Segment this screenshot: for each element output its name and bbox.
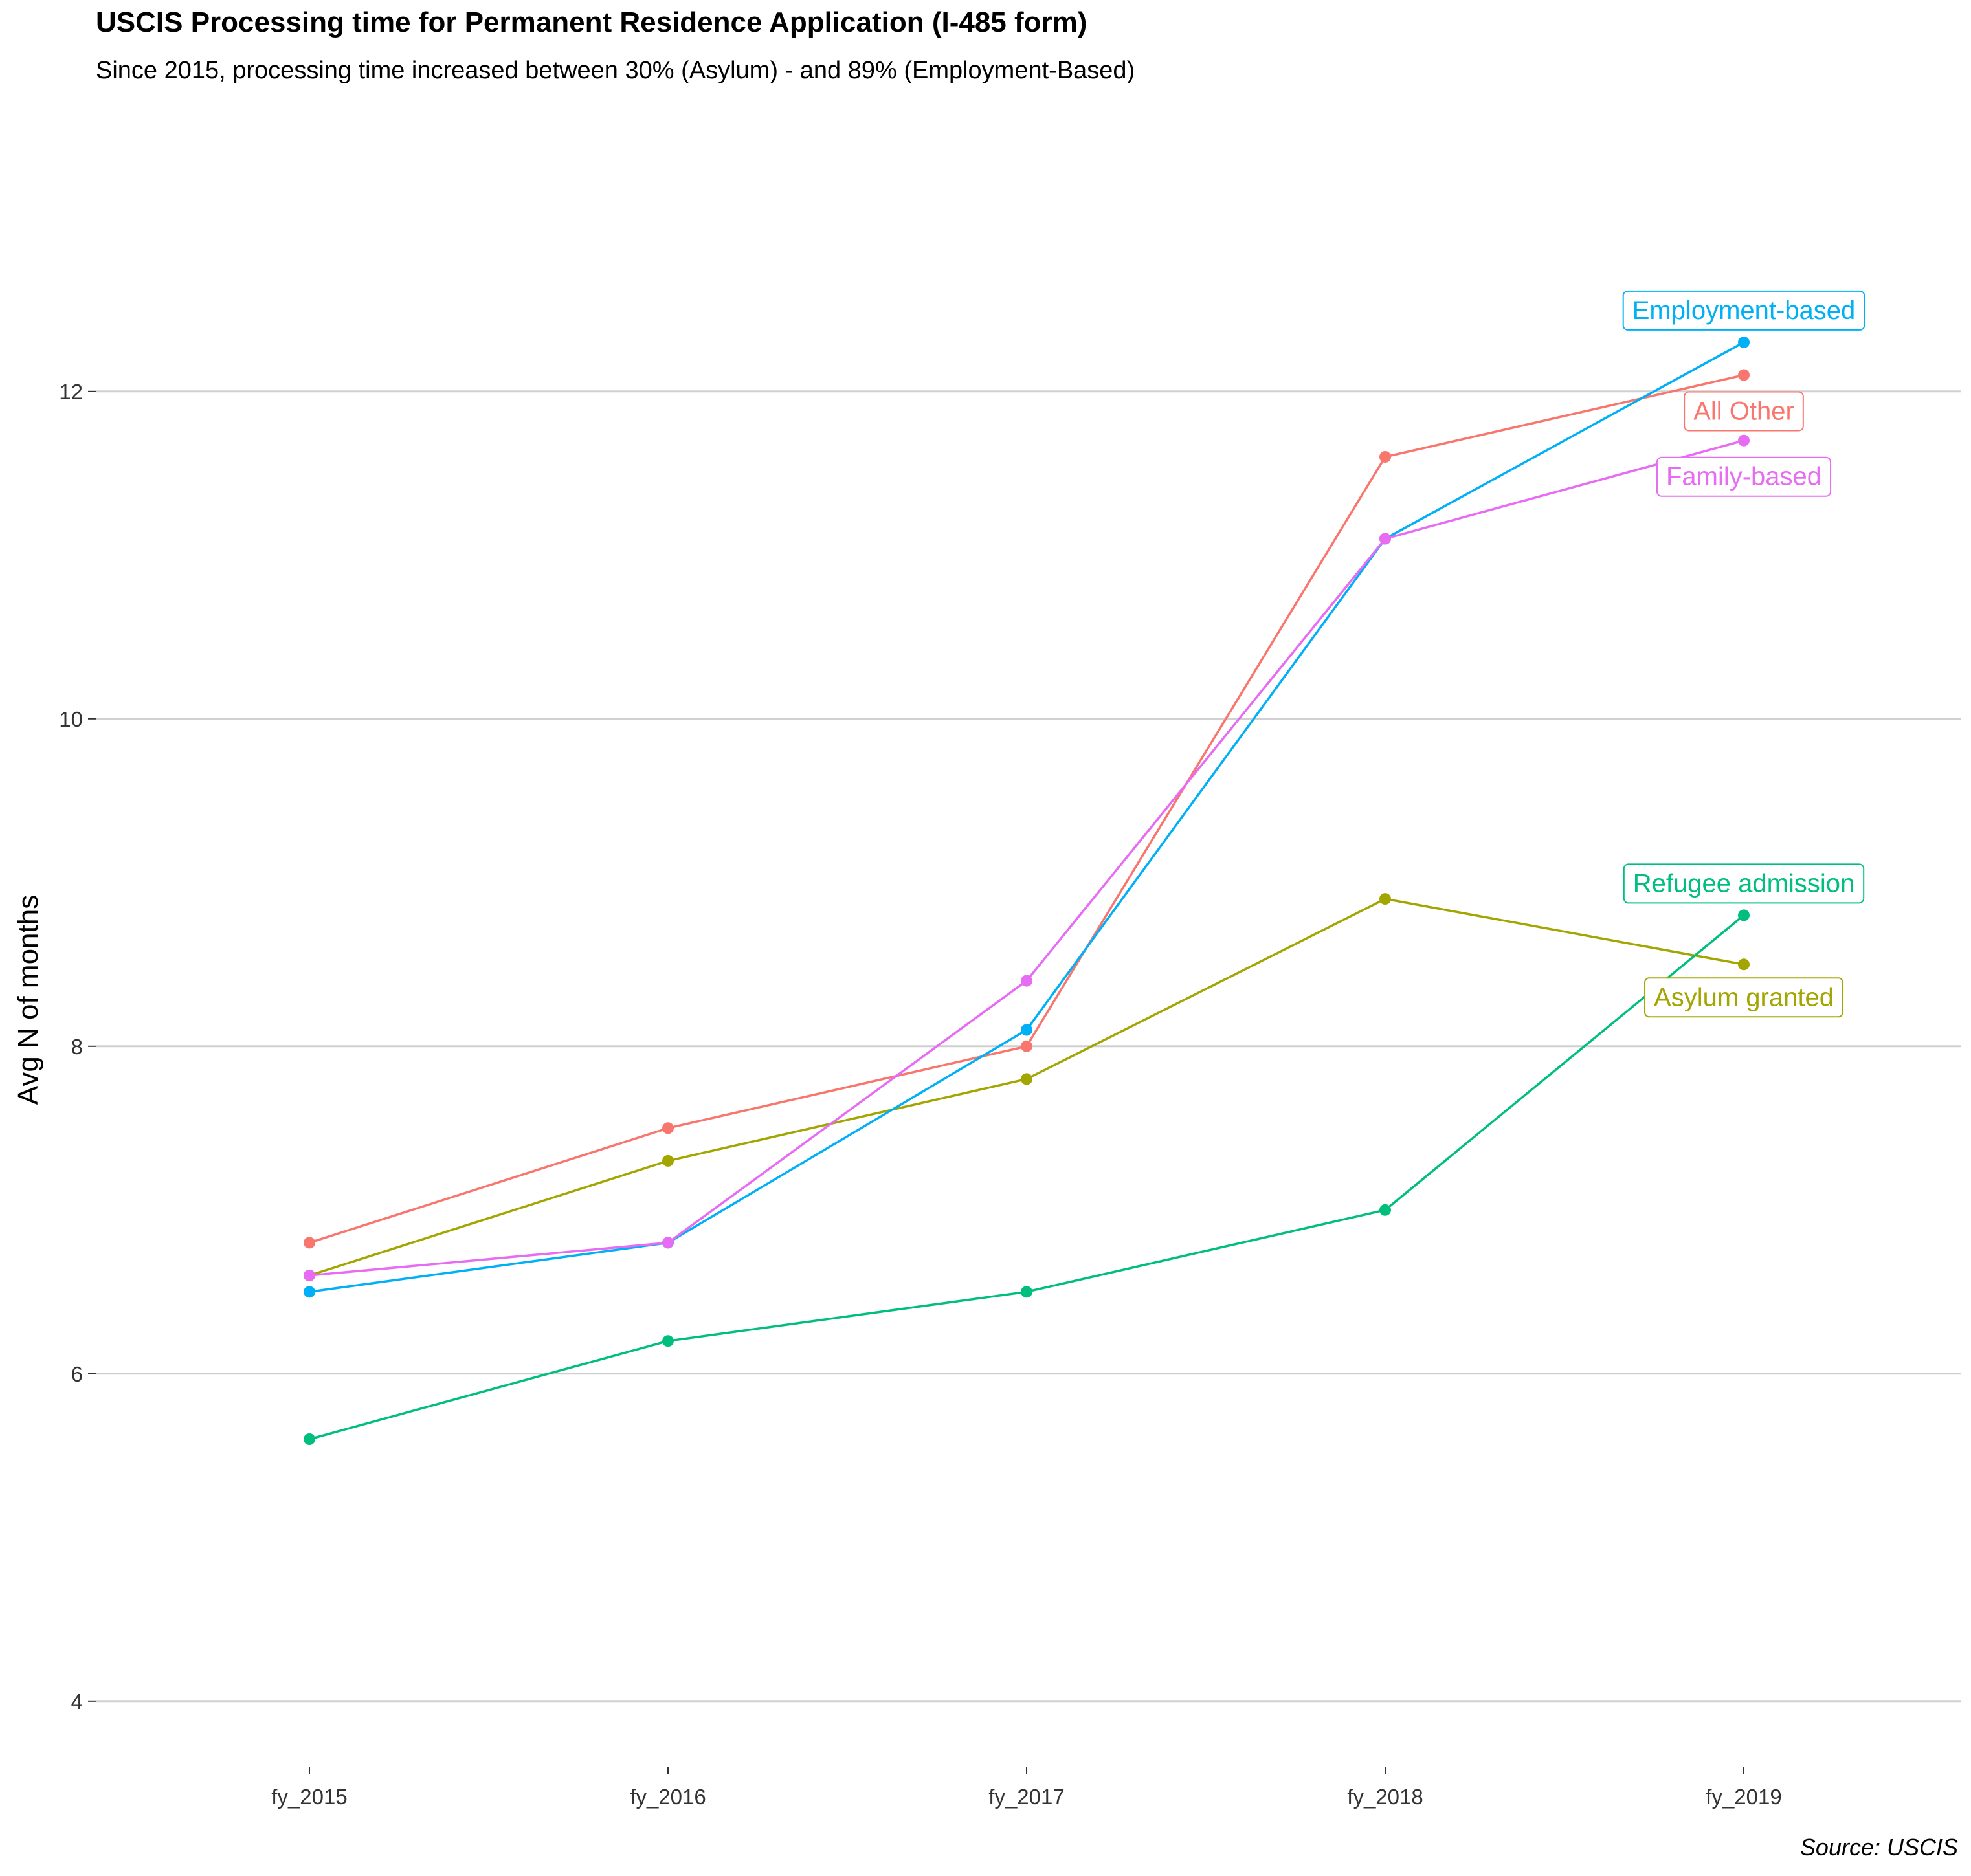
data-point-family-based-fy_2015: [304, 1270, 315, 1281]
series-label-text-employment-based: Employment-based: [1632, 296, 1856, 325]
y-tick-label-12: 12: [59, 380, 83, 404]
x-tick-label-fy_2015: fy_2015: [271, 1785, 347, 1809]
data-point-refugee-admission-fy_2019: [1738, 909, 1750, 921]
series-line-all-other: [309, 373, 1744, 1244]
data-point-asylum-granted-fy_2017: [1021, 1073, 1032, 1085]
x-tick-label-fy_2018: fy_2018: [1347, 1785, 1423, 1809]
x-axis: fy_2015 fy_2016 fy_2017 fy_2018 fy_2019: [271, 1767, 1782, 1809]
series-label-family-based: Family-based: [1656, 456, 1832, 497]
series-label-box-asylum-granted: [1644, 977, 1843, 1018]
x-tick-label-fy_2019: fy_2019: [1706, 1785, 1781, 1809]
data-point-asylum-granted-fy_2019: [1738, 958, 1750, 971]
series-points: [304, 336, 1750, 1445]
series-line-asylum-granted: [309, 898, 1744, 1277]
x-tick-label-fy_2016: fy_2016: [630, 1785, 706, 1809]
chart-title: USCIS Processing time for Permanent Resi…: [96, 6, 1087, 38]
series-label-text-all-other: All Other: [1693, 397, 1794, 426]
data-point-all-other-fy_2016: [662, 1122, 674, 1134]
chart-caption: Source: USCIS: [1799, 1834, 1958, 1860]
y-tick-label-4: 4: [71, 1690, 83, 1714]
data-point-refugee-admission-fy_2015: [304, 1433, 315, 1445]
series-label-box-all-other: [1684, 391, 1804, 432]
data-point-family-based-fy_2017: [1021, 975, 1032, 987]
chart-subtitle: Since 2015, processing time increased be…: [96, 57, 1135, 84]
series-label-box-refugee-admission: [1623, 863, 1865, 904]
series-label-text-asylum-granted: Asylum granted: [1654, 983, 1834, 1011]
data-point-all-other-fy_2018: [1379, 451, 1391, 463]
data-point-refugee-admission-fy_2018: [1379, 1204, 1391, 1216]
x-tick-label-fy_2017: fy_2017: [988, 1785, 1064, 1809]
y-tick-label-10: 10: [59, 707, 83, 731]
series-line-refugee-admission: [309, 914, 1745, 1440]
data-point-family-based-fy_2018: [1379, 533, 1391, 545]
data-point-all-other-fy_2017: [1021, 1040, 1032, 1052]
data-point-family-based-fy_2019: [1738, 434, 1750, 447]
series-label-employment-based: Employment-based: [1622, 290, 1865, 331]
data-point-asylum-granted-fy_2018: [1379, 893, 1391, 905]
y-tick-label-8: 8: [71, 1035, 83, 1059]
series-line-employment-based: [309, 341, 1744, 1294]
data-point-refugee-admission-fy_2016: [662, 1335, 674, 1347]
series-label-asylum-granted: Asylum granted: [1644, 977, 1843, 1018]
series-line-family-based: [309, 439, 1744, 1277]
data-point-refugee-admission-fy_2017: [1021, 1286, 1032, 1298]
series-label-text-refugee-admission: Refugee admission: [1633, 869, 1854, 898]
data-point-employment-based-fy_2017: [1021, 1024, 1032, 1036]
series-label-refugee-admission: Refugee admission: [1623, 863, 1865, 904]
series-label-box-family-based: [1656, 456, 1832, 497]
data-point-asylum-granted-fy_2016: [662, 1154, 674, 1167]
series-labels: All Other Asylum granted Refugee admission…: [1622, 290, 1865, 1018]
y-axis: 4 6 8 10 12: [59, 380, 96, 1714]
y-axis-title: Avg N of months: [12, 895, 44, 1105]
series-label-all-other: All Other: [1684, 391, 1804, 432]
series-lines: [309, 341, 1745, 1440]
data-point-employment-based-fy_2015: [304, 1286, 315, 1298]
data-point-all-other-fy_2015: [304, 1237, 315, 1249]
series-label-text-family-based: Family-based: [1666, 463, 1821, 491]
data-point-all-other-fy_2019: [1738, 369, 1750, 381]
y-tick-label-6: 6: [71, 1362, 83, 1386]
data-point-employment-based-fy_2019: [1738, 336, 1750, 348]
data-point-family-based-fy_2016: [662, 1237, 674, 1249]
series-label-box-employment-based: [1622, 290, 1865, 331]
